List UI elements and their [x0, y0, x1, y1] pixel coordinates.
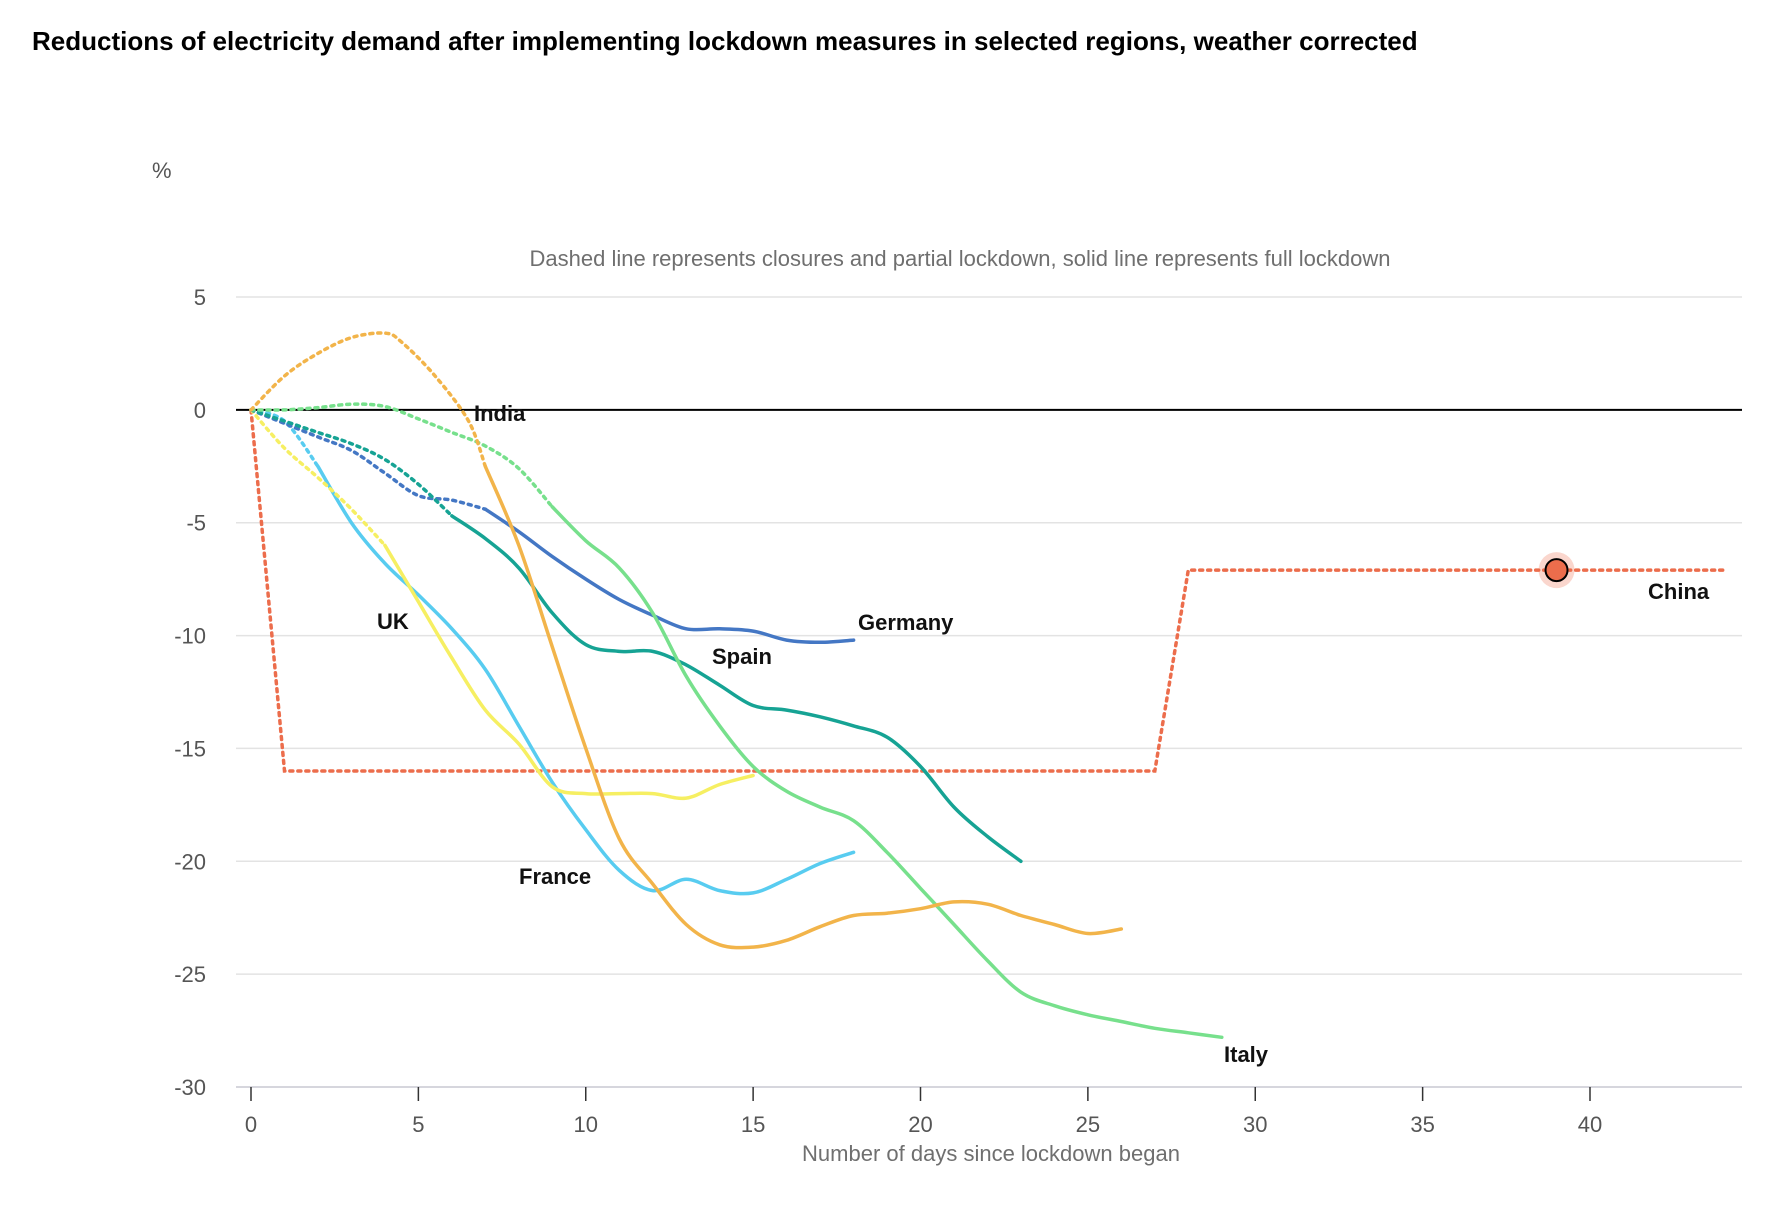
grid-lines — [236, 296, 1742, 1088]
x-tick-label: 10 — [574, 1112, 598, 1137]
x-tick-label: 0 — [245, 1112, 257, 1137]
x-axis-title: Number of days since lockdown began — [802, 1141, 1180, 1166]
series-lines — [249, 331, 1726, 1040]
france-series-label: France — [519, 864, 591, 889]
chart-annotation: Dashed line represents closures and part… — [530, 246, 1391, 271]
x-tick-label: 20 — [908, 1112, 932, 1137]
china-highlight-point — [1544, 558, 1569, 583]
china-dashed-line — [249, 408, 1726, 773]
uk-dashed-line — [249, 408, 387, 548]
china-series-label: China — [1648, 579, 1710, 604]
labels: India Italy Spain Germany UK France China — [377, 401, 1710, 1067]
spain-series-label: Spain — [712, 644, 772, 669]
y-tick-label: -20 — [174, 849, 206, 874]
x-tick-label: 30 — [1243, 1112, 1267, 1137]
france-solid-line — [316, 464, 856, 896]
y-tick-label: -15 — [174, 736, 206, 761]
x-tick-label: 40 — [1578, 1112, 1602, 1137]
spain-dashed-line — [249, 408, 454, 518]
spain-solid-line — [450, 514, 1023, 864]
italy-series-label: Italy — [1224, 1042, 1269, 1067]
france-dashed-line — [249, 408, 320, 469]
y-tick-label: -10 — [174, 624, 206, 649]
x-tick-label: 15 — [741, 1112, 765, 1137]
x-tick-label: 5 — [412, 1112, 424, 1137]
x-tick-label: 35 — [1410, 1112, 1434, 1137]
y-tick-label: -30 — [174, 1075, 206, 1100]
chart-title: Reductions of electricity demand after i… — [32, 26, 1418, 56]
y-tick-label: 0 — [194, 398, 206, 423]
axes: 5 0 -5 -10 -15 -20 -25 -30 0 5 10 15 20 25 30 35 40 — [174, 285, 1602, 1137]
y-tick-label: 5 — [194, 285, 206, 310]
india-dashed-line — [249, 331, 488, 469]
y-axis-unit-label: % — [152, 158, 172, 183]
y-tick-label: -5 — [186, 511, 206, 536]
italy-dashed-line — [249, 402, 555, 509]
germany-dashed-line — [249, 408, 488, 511]
india-solid-line — [483, 464, 1124, 950]
germany-solid-line — [483, 507, 856, 645]
uk-solid-line — [383, 543, 755, 801]
x-tick-label: 25 — [1076, 1112, 1100, 1137]
india-series-label: India — [474, 401, 526, 426]
italy-solid-line — [550, 505, 1224, 1040]
y-tick-label: -25 — [174, 962, 206, 987]
uk-series-label: UK — [377, 609, 409, 634]
germany-series-label: Germany — [858, 610, 954, 635]
